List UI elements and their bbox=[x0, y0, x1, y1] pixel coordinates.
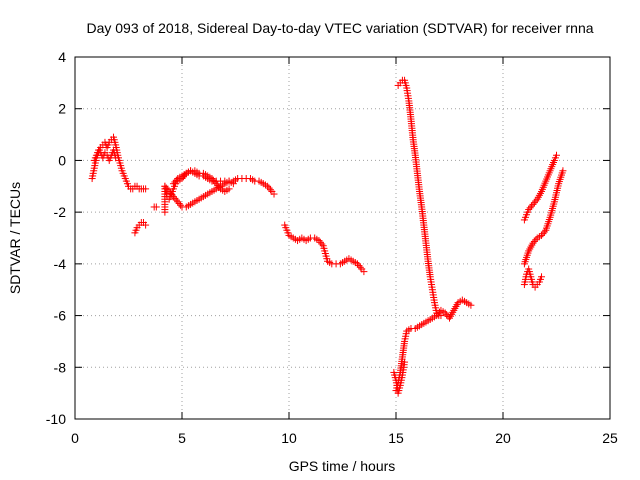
data-point-sample bbox=[532, 236, 540, 244]
data-point bbox=[142, 221, 150, 229]
data-point bbox=[152, 203, 160, 211]
data-point-sample bbox=[540, 228, 548, 236]
data-point bbox=[559, 167, 567, 175]
data-point-sample bbox=[265, 184, 273, 192]
plot-frame bbox=[74, 56, 611, 420]
data-point-sample bbox=[355, 262, 363, 270]
data-point bbox=[360, 268, 368, 276]
axis-ticks bbox=[74, 56, 611, 420]
grid bbox=[75, 57, 610, 419]
data-point bbox=[437, 312, 445, 320]
data-point bbox=[169, 193, 177, 201]
data-point bbox=[553, 151, 560, 159]
data-point-sample bbox=[211, 178, 219, 186]
x-tick-label: 15 bbox=[388, 430, 404, 446]
data-point bbox=[225, 185, 233, 193]
data-point bbox=[538, 273, 546, 281]
data-point-sample bbox=[168, 191, 176, 199]
x-tick-label: 0 bbox=[71, 430, 79, 446]
data-point-sample bbox=[530, 237, 538, 245]
data-point-sample bbox=[528, 202, 536, 210]
data-point bbox=[169, 180, 177, 188]
y-tick-label: -4 bbox=[54, 256, 67, 272]
data-point bbox=[529, 239, 537, 247]
data-point-sample bbox=[530, 199, 538, 207]
data-point bbox=[174, 198, 182, 206]
data-point-sample bbox=[167, 189, 175, 197]
x-tick-label: 25 bbox=[602, 430, 618, 446]
data-points bbox=[88, 76, 567, 397]
x-tick-label: 10 bbox=[281, 430, 297, 446]
data-point bbox=[165, 187, 173, 195]
data-point-sample bbox=[177, 201, 185, 209]
data-point-sample bbox=[162, 184, 170, 192]
x-tick-label: 5 bbox=[178, 430, 186, 446]
data-point bbox=[112, 154, 120, 162]
chart-title: Day 093 of 2018, Sidereal Day-to-day VTE… bbox=[86, 20, 593, 36]
data-point-sample bbox=[266, 186, 274, 194]
y-tick-label: 2 bbox=[58, 101, 66, 117]
data-point bbox=[401, 358, 409, 366]
data-point bbox=[264, 182, 272, 190]
y-tick-label: 4 bbox=[58, 49, 66, 65]
data-point-sample bbox=[316, 238, 324, 246]
data-point bbox=[441, 309, 449, 317]
data-point-sample bbox=[318, 240, 326, 248]
y-tick-label: -8 bbox=[54, 359, 67, 375]
y-tick-label: -6 bbox=[54, 308, 67, 324]
data-point bbox=[529, 200, 537, 208]
y-tick-label: 0 bbox=[58, 152, 66, 168]
data-point bbox=[229, 180, 237, 188]
data-point bbox=[538, 231, 546, 239]
data-point-sample bbox=[171, 194, 179, 202]
data-point bbox=[353, 260, 361, 268]
data-point-sample bbox=[539, 230, 547, 238]
data-point bbox=[467, 301, 475, 309]
x-axis-title: GPS time / hours bbox=[289, 458, 396, 474]
data-point-sample bbox=[172, 176, 180, 184]
x-tick-label: 20 bbox=[495, 430, 511, 446]
data-point-sample bbox=[356, 263, 364, 271]
data-point bbox=[161, 182, 169, 190]
y-tick-label: -10 bbox=[46, 411, 66, 427]
data-point bbox=[270, 190, 278, 198]
data-point-sample bbox=[532, 197, 540, 205]
data-point-sample bbox=[164, 186, 172, 194]
y-tick-label: -2 bbox=[54, 204, 67, 220]
data-point-sample bbox=[171, 178, 179, 186]
x-tick-labels: 0 5 10 15 20 25 bbox=[71, 430, 618, 446]
data-point-sample bbox=[172, 196, 180, 204]
data-point-sample bbox=[526, 204, 534, 212]
data-point-sample bbox=[175, 200, 183, 208]
data-point bbox=[525, 206, 533, 214]
y-tick-labels: -10 -8 -6 -4 -2 0 2 4 bbox=[46, 49, 66, 427]
data-point bbox=[142, 185, 150, 193]
y-axis-title: SDTVAR / TECUs bbox=[7, 182, 23, 294]
data-point bbox=[315, 237, 323, 245]
